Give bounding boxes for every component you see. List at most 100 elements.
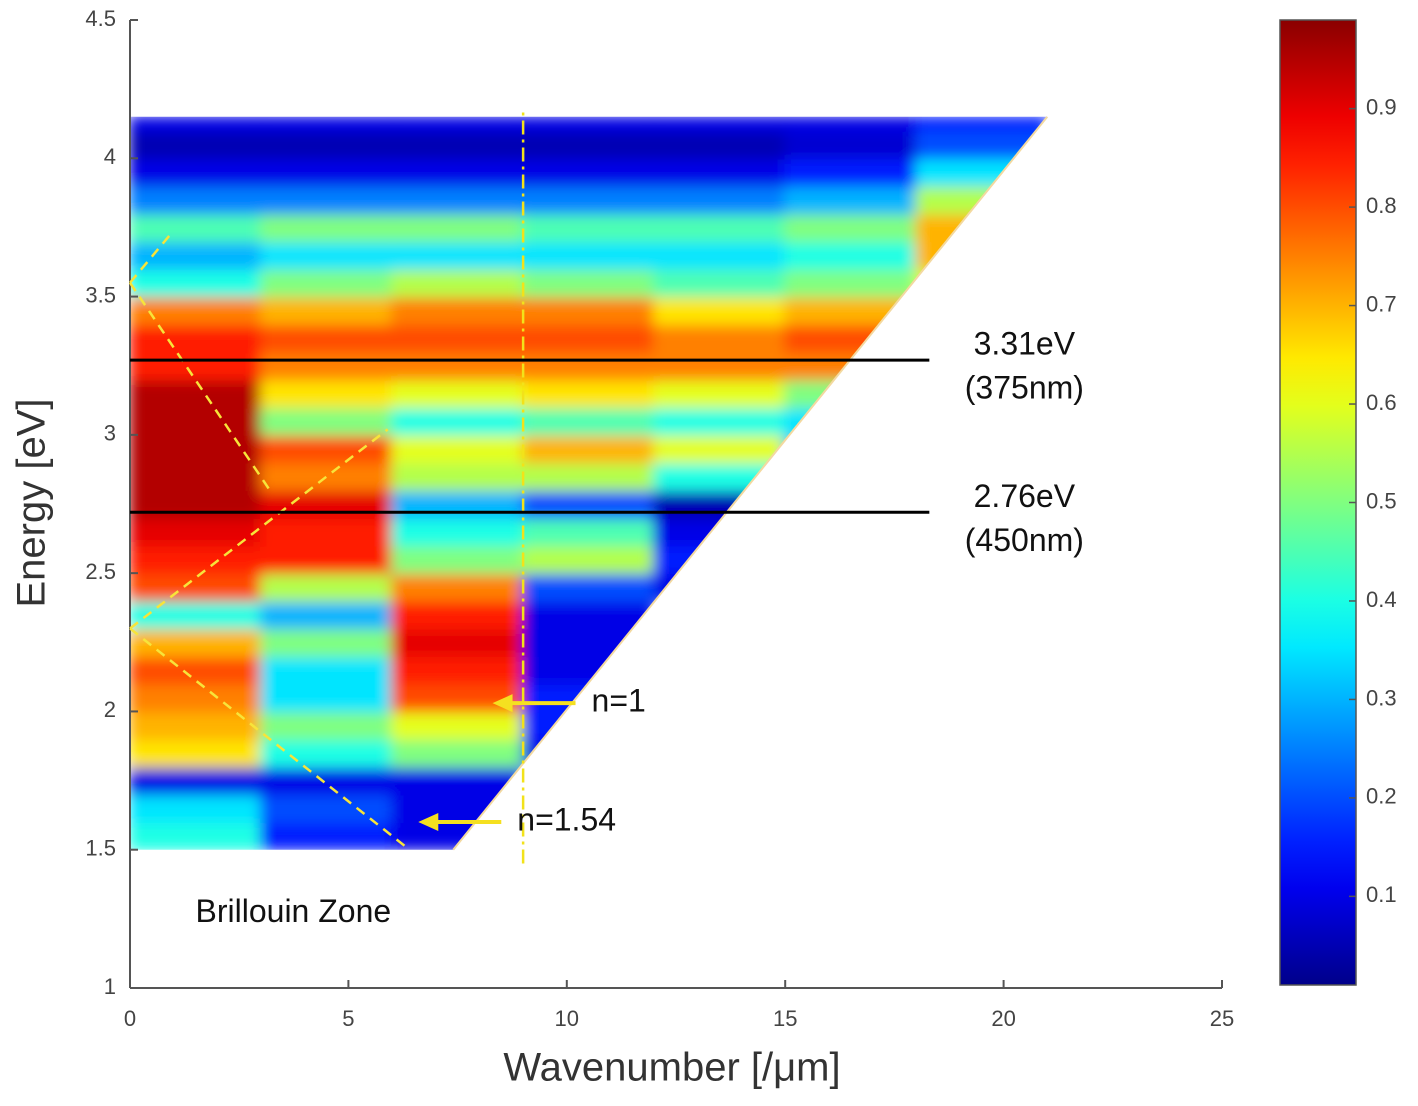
x-tick-label: 5 [342, 1006, 354, 1031]
cell [130, 461, 263, 492]
cell [522, 572, 656, 602]
cell [391, 655, 525, 685]
colorbar-tick-label: 0.9 [1366, 94, 1397, 119]
y-tick-label: 1.5 [85, 836, 116, 861]
cell [130, 267, 263, 298]
cell [130, 350, 263, 381]
cell [130, 295, 263, 326]
cell [522, 544, 656, 575]
cell [130, 655, 263, 685]
cell [653, 240, 787, 270]
cell [391, 627, 525, 658]
colorbar-tick-label: 0.2 [1366, 784, 1397, 809]
cell [391, 184, 525, 215]
colorbar-tick-label: 0.6 [1366, 390, 1397, 415]
cell [784, 267, 918, 298]
arrow-label: n=1.54 [517, 802, 616, 838]
cell [260, 765, 394, 796]
cell [130, 157, 263, 187]
cell [784, 157, 918, 187]
cell [522, 599, 656, 630]
cell [130, 738, 263, 768]
cell [260, 461, 394, 492]
cell [391, 350, 525, 381]
y-axis-label: Energy [eV] [10, 398, 54, 607]
cell [130, 184, 263, 215]
x-tick-label: 0 [124, 1006, 136, 1031]
cell [653, 267, 787, 298]
cell [260, 295, 394, 326]
cell [260, 212, 394, 243]
dashed-line [128, 282, 271, 491]
cell [522, 406, 656, 436]
cell [260, 350, 394, 381]
cell [260, 433, 394, 464]
cell [522, 212, 656, 243]
cell [653, 350, 787, 381]
colorbar-tick-label: 0.5 [1366, 488, 1397, 513]
cell [130, 433, 263, 464]
cell [391, 572, 525, 602]
arrow-label: n=1 [592, 683, 646, 719]
x-tick-label: 15 [773, 1006, 797, 1031]
colorbar-tick-label: 0.8 [1366, 193, 1397, 218]
cell [260, 378, 394, 409]
cell [391, 433, 525, 464]
cell [391, 116, 525, 132]
colorbar-tick-label: 0.7 [1366, 291, 1397, 316]
cell [653, 378, 787, 409]
cell [391, 240, 525, 270]
y-tick-label: 2.5 [85, 559, 116, 584]
cell [260, 738, 394, 768]
cell [130, 627, 263, 658]
cell [522, 116, 656, 132]
energy-label: (450nm) [965, 522, 1084, 558]
cell [130, 710, 263, 741]
colorbar-tick-label: 0.3 [1366, 685, 1397, 710]
cell [522, 461, 656, 492]
cell [260, 489, 394, 519]
cell [522, 267, 656, 298]
cell [130, 516, 263, 547]
y-tick-label: 1 [104, 974, 116, 999]
cell [522, 184, 656, 215]
cell [391, 682, 525, 713]
cell [130, 821, 263, 850]
cell [653, 212, 787, 243]
energy-label: (375nm) [965, 370, 1084, 406]
cell [260, 682, 394, 713]
light-line [452, 116, 1049, 851]
cell [522, 489, 656, 519]
dashed-line [129, 428, 389, 630]
cell [260, 544, 394, 575]
x-tick-label: 25 [1210, 1006, 1234, 1031]
cell [653, 295, 787, 326]
cell [260, 406, 394, 436]
cell [522, 129, 656, 160]
cell [260, 599, 394, 630]
cell [391, 323, 525, 353]
colorbar-tick-label: 0.4 [1366, 587, 1397, 612]
cell [260, 516, 394, 547]
cell [653, 323, 787, 353]
cell [391, 544, 525, 575]
cell [784, 212, 918, 243]
cell [391, 212, 525, 243]
cell [260, 157, 394, 187]
cell [653, 184, 787, 215]
cell [522, 350, 656, 381]
arrow-head [418, 813, 439, 832]
cell [391, 157, 525, 187]
cell [784, 184, 918, 215]
cell [915, 116, 1048, 132]
cell [130, 323, 263, 353]
y-tick-label: 4 [104, 144, 116, 169]
cell [391, 599, 525, 630]
x-tick-label: 20 [991, 1006, 1015, 1031]
cell [522, 323, 656, 353]
cell [391, 406, 525, 436]
cell [130, 489, 263, 519]
cell [260, 572, 394, 602]
heatmap-cells [130, 116, 1048, 850]
